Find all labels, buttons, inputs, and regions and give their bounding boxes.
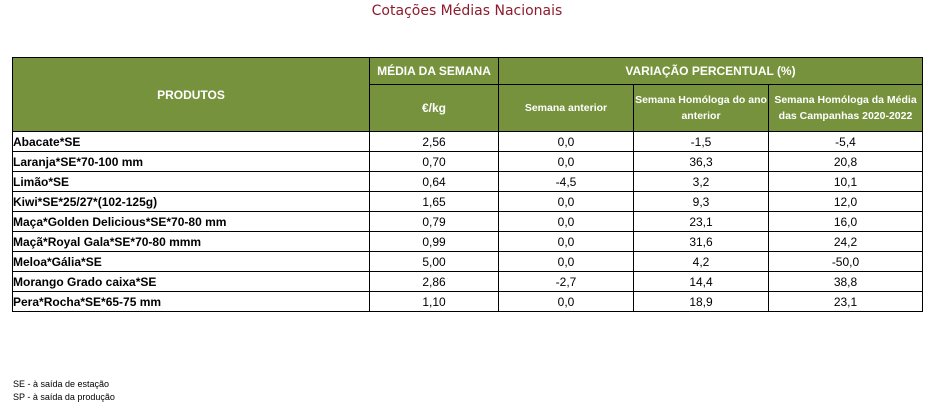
media-cell: 1,65 xyxy=(369,191,499,212)
var-ano-cell: 31,6 xyxy=(633,231,769,252)
var-ano-cell: 36,3 xyxy=(633,151,769,172)
media-cell: 0,64 xyxy=(369,171,499,192)
media-cell: 2,56 xyxy=(369,131,499,152)
table-row: Maça*Golden Delicious*SE*70-80 mm 0,79 0… xyxy=(12,211,923,232)
produto-cell: Meloa*Gália*SE xyxy=(12,251,370,272)
media-cell: 5,00 xyxy=(369,251,499,272)
produto-cell: Maçã*Royal Gala*SE*70-80 mmm xyxy=(12,231,370,252)
var-semana-cell: 0,0 xyxy=(498,151,634,172)
var-campanhas-cell: -50,0 xyxy=(768,251,923,272)
var-semana-cell: 0,0 xyxy=(498,211,634,232)
var-campanhas-cell: 12,0 xyxy=(768,191,923,212)
header-homologa-ano-anterior: Semana Homóloga do ano anterior xyxy=(633,84,769,132)
var-semana-cell: -2,7 xyxy=(498,271,634,292)
header-homologa-campanhas: Semana Homóloga da Média das Campanhas 2… xyxy=(768,84,923,132)
var-campanhas-cell: 23,1 xyxy=(768,291,923,312)
produto-cell: Limão*SE xyxy=(12,171,370,192)
footnote-se: SE - à saída de estação xyxy=(13,379,110,389)
produto-cell: Abacate*SE xyxy=(12,131,370,152)
media-cell: 1,10 xyxy=(369,291,499,312)
media-cell: 0,79 xyxy=(369,211,499,232)
var-semana-cell: 0,0 xyxy=(498,231,634,252)
var-ano-cell: 3,2 xyxy=(633,171,769,192)
table-row: Pera*Rocha*SE*65-75 mm 1,10 0,0 18,9 23,… xyxy=(12,291,923,312)
produto-cell: Kiwi*SE*25/27*(102-125g) xyxy=(12,191,370,212)
var-semana-cell: -4,5 xyxy=(498,171,634,192)
var-semana-cell: 0,0 xyxy=(498,251,634,272)
var-campanhas-cell: 24,2 xyxy=(768,231,923,252)
footnote-sp: SP - à saída da produção xyxy=(13,392,115,402)
header-variacao-percentual: VARIAÇÃO PERCENTUAL (%) xyxy=(498,57,923,85)
table-row: Laranja*SE*70-100 mm 0,70 0,0 36,3 20,8 xyxy=(12,151,923,172)
media-cell: 0,70 xyxy=(369,151,499,172)
table-row: Abacate*SE 2,56 0,0 -1,5 -5,4 xyxy=(12,131,923,152)
media-cell: 2,86 xyxy=(369,271,499,292)
header-produtos: PRODUTOS xyxy=(12,57,370,132)
var-semana-cell: 0,0 xyxy=(498,291,634,312)
table-row: Kiwi*SE*25/27*(102-125g) 1,65 0,0 9,3 12… xyxy=(12,191,923,212)
var-ano-cell: 23,1 xyxy=(633,211,769,232)
var-campanhas-cell: 16,0 xyxy=(768,211,923,232)
var-ano-cell: 18,9 xyxy=(633,291,769,312)
var-ano-cell: 14,4 xyxy=(633,271,769,292)
table-row: Limão*SE 0,64 -4,5 3,2 10,1 xyxy=(12,171,923,192)
var-ano-cell: 4,2 xyxy=(633,251,769,272)
table-row: Morango Grado caixa*SE 2,86 -2,7 14,4 38… xyxy=(12,271,923,292)
var-campanhas-cell: -5,4 xyxy=(768,131,923,152)
produto-cell: Morango Grado caixa*SE xyxy=(12,271,370,292)
header-media-semana: MÉDIA DA SEMANA xyxy=(369,57,499,85)
header-unidade: €/kg xyxy=(369,84,499,132)
table-row: Meloa*Gália*SE 5,00 0,0 4,2 -50,0 xyxy=(12,251,923,272)
produto-cell: Pera*Rocha*SE*65-75 mm xyxy=(12,291,370,312)
footnotes: SE - à saída de estação SP - à saída da … xyxy=(13,378,115,404)
price-table: PRODUTOS MÉDIA DA SEMANA VARIAÇÃO PERCEN… xyxy=(12,57,923,312)
page-title: Cotações Médias Nacionais xyxy=(371,3,563,19)
var-campanhas-cell: 10,1 xyxy=(768,171,923,192)
var-ano-cell: 9,3 xyxy=(633,191,769,212)
var-campanhas-cell: 38,8 xyxy=(768,271,923,292)
var-semana-cell: 0,0 xyxy=(498,131,634,152)
var-semana-cell: 0,0 xyxy=(498,191,634,212)
table-body: Abacate*SE 2,56 0,0 -1,5 -5,4 Laranja*SE… xyxy=(12,131,923,312)
var-campanhas-cell: 20,8 xyxy=(768,151,923,172)
produto-cell: Maça*Golden Delicious*SE*70-80 mm xyxy=(12,211,370,232)
var-ano-cell: -1,5 xyxy=(633,131,769,152)
header-semana-anterior: Semana anterior xyxy=(498,84,634,132)
table-row: Maçã*Royal Gala*SE*70-80 mmm 0,99 0,0 31… xyxy=(12,231,923,252)
produto-cell: Laranja*SE*70-100 mm xyxy=(12,151,370,172)
media-cell: 0,99 xyxy=(369,231,499,252)
